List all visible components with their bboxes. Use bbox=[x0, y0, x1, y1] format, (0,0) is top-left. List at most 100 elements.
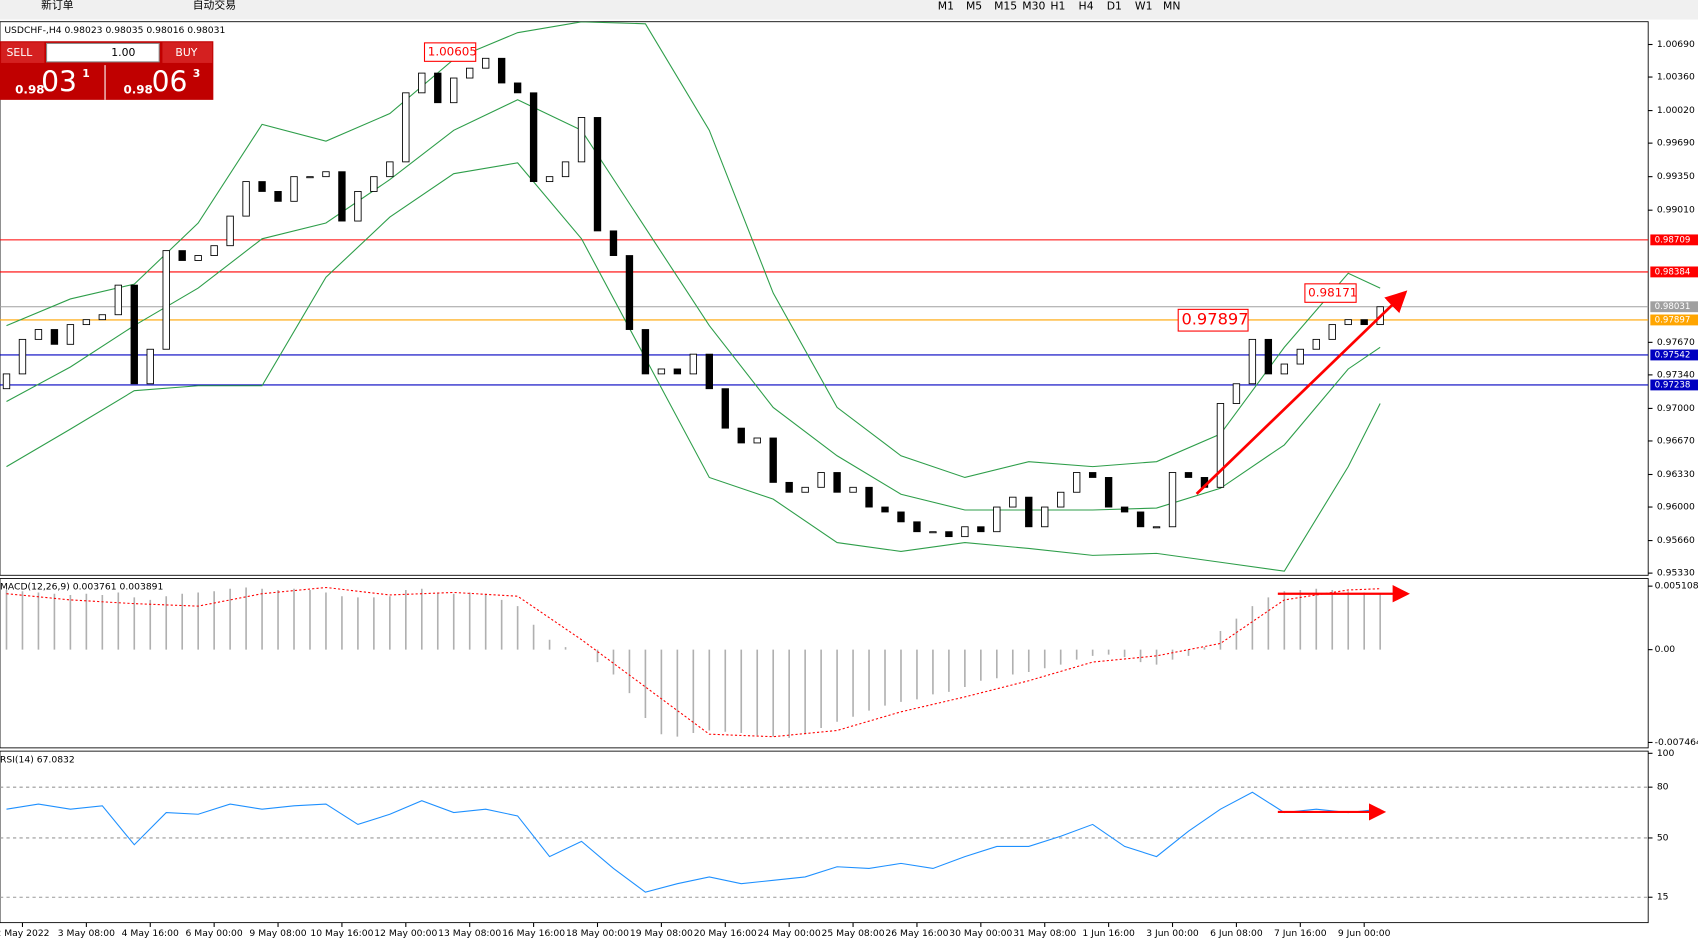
candle bbox=[609, 230, 618, 256]
candle bbox=[545, 176, 554, 183]
price-annotation-box bbox=[1304, 283, 1357, 303]
candle bbox=[146, 348, 154, 385]
candle bbox=[50, 329, 59, 345]
candle bbox=[1152, 526, 1161, 529]
timeframe-button[interactable]: H1 bbox=[1050, 0, 1065, 13]
auto-trading-button[interactable]: 自动交易 bbox=[193, 0, 236, 11]
y-tick-label: 0.97670 bbox=[1657, 337, 1695, 348]
y-tick-label: 0.96000 bbox=[1657, 502, 1695, 513]
candle bbox=[482, 57, 490, 69]
price-annotation: 0.98171 bbox=[1308, 286, 1357, 300]
rsi-tick-label: 80 bbox=[1657, 782, 1669, 793]
x-tick-label: 19 May 08:00 bbox=[630, 928, 693, 939]
candle bbox=[82, 319, 91, 326]
candle bbox=[673, 368, 682, 375]
x-tick-label: 4 May 16:00 bbox=[122, 928, 179, 939]
candle bbox=[162, 250, 170, 350]
timeframe-button[interactable]: W1 bbox=[1135, 0, 1153, 13]
x-tick-label: 30 May 00:00 bbox=[949, 928, 1012, 939]
toolbar bbox=[0, 0, 1698, 20]
y-tick-label: 1.00020 bbox=[1657, 105, 1695, 116]
y-tick-label: 0.96670 bbox=[1657, 435, 1695, 446]
candle bbox=[1264, 338, 1273, 375]
x-tick-label: 9 May 08:00 bbox=[249, 928, 306, 939]
candle bbox=[817, 472, 825, 488]
sell-button[interactable] bbox=[1, 42, 45, 63]
x-tick-label: 18 May 00:00 bbox=[566, 928, 629, 939]
candle bbox=[785, 481, 793, 493]
timeframe-button[interactable]: D1 bbox=[1107, 0, 1122, 13]
candle bbox=[1025, 496, 1033, 528]
candle bbox=[945, 531, 953, 538]
candle bbox=[913, 521, 921, 533]
rsi-tick-label: 15 bbox=[1657, 892, 1669, 903]
bid-pips: 03 bbox=[41, 66, 77, 99]
y-tick-label: 0.97340 bbox=[1657, 369, 1695, 380]
x-tick-label: 3 May 08:00 bbox=[58, 928, 115, 939]
timeframe-button[interactable]: H4 bbox=[1079, 0, 1094, 13]
x-tick-label: 13 May 08:00 bbox=[438, 928, 501, 939]
ask-pips: 06 bbox=[152, 66, 188, 99]
bollinger-middle bbox=[6, 99, 1381, 511]
candle bbox=[977, 526, 985, 533]
candle bbox=[625, 255, 634, 330]
candle bbox=[929, 531, 937, 534]
x-tick-label: 7 Jun 16:00 bbox=[1274, 928, 1327, 939]
timeframe-button[interactable]: M30 bbox=[1022, 0, 1045, 13]
main-panel bbox=[0, 21, 1649, 576]
candle bbox=[1248, 338, 1257, 385]
sell-label: SELL bbox=[6, 46, 32, 59]
candle bbox=[849, 486, 857, 493]
timeframe-button[interactable]: M5 bbox=[966, 0, 982, 13]
candle bbox=[242, 181, 250, 217]
rsi-label: RSI(14) 67.0832 bbox=[0, 754, 75, 765]
x-tick-label: 12 May 00:00 bbox=[374, 928, 437, 939]
buy-button[interactable] bbox=[162, 42, 213, 63]
y-tick-label: 1.00690 bbox=[1657, 39, 1695, 50]
timeframe-button[interactable]: MN bbox=[1163, 0, 1180, 13]
bid-big: 0.98 bbox=[15, 83, 44, 97]
price-level-tag bbox=[1650, 314, 1698, 326]
chart-header: USDCHF-,H4 0.98023 0.98035 0.98016 0.980… bbox=[4, 25, 225, 36]
candle bbox=[577, 117, 586, 163]
y-tick-label: 0.99010 bbox=[1657, 205, 1695, 216]
candle bbox=[865, 486, 873, 508]
candle bbox=[689, 353, 698, 375]
candle bbox=[705, 353, 713, 390]
y-tick-label: 1.00360 bbox=[1657, 72, 1695, 83]
price-level-label: 0.97897 bbox=[1655, 315, 1691, 325]
candle bbox=[1136, 511, 1145, 528]
price-level-tag bbox=[1650, 266, 1698, 278]
y-tick-label: 0.95330 bbox=[1657, 568, 1695, 579]
candle bbox=[1360, 319, 1368, 326]
candle bbox=[338, 171, 346, 222]
candle bbox=[98, 314, 107, 321]
timeframe-button[interactable]: M1 bbox=[938, 0, 954, 13]
candle bbox=[370, 176, 378, 192]
candle bbox=[210, 245, 218, 256]
candle bbox=[897, 511, 905, 523]
price-level-tag bbox=[1650, 234, 1698, 246]
macd-tick-label: 0.00 bbox=[1655, 644, 1676, 655]
x-tick-label: 16 May 16:00 bbox=[502, 928, 565, 939]
timeframe-button[interactable]: M15 bbox=[994, 0, 1017, 13]
price-level-tag bbox=[1650, 379, 1698, 391]
candle bbox=[1088, 472, 1097, 478]
candle bbox=[1041, 506, 1049, 528]
macd-signal bbox=[6, 586, 1381, 738]
x-tick-label: 2 May 2022 bbox=[0, 928, 50, 939]
new-order-button[interactable]: 新订单 bbox=[41, 0, 74, 11]
rsi-line bbox=[6, 791, 1381, 893]
candle bbox=[18, 338, 27, 375]
lots-input[interactable] bbox=[46, 42, 160, 63]
y-tick-label: 0.99350 bbox=[1657, 171, 1695, 182]
candle bbox=[1168, 472, 1177, 528]
x-tick-label: 9 Jun 00:00 bbox=[1338, 928, 1391, 939]
y-tick-label: 0.96330 bbox=[1657, 469, 1695, 480]
x-tick-label: 3 Jun 00:00 bbox=[1146, 928, 1199, 939]
lots-value: 1.00 bbox=[111, 46, 135, 59]
candle bbox=[434, 72, 442, 104]
price-level-tag bbox=[1650, 301, 1698, 313]
candle bbox=[881, 506, 889, 513]
